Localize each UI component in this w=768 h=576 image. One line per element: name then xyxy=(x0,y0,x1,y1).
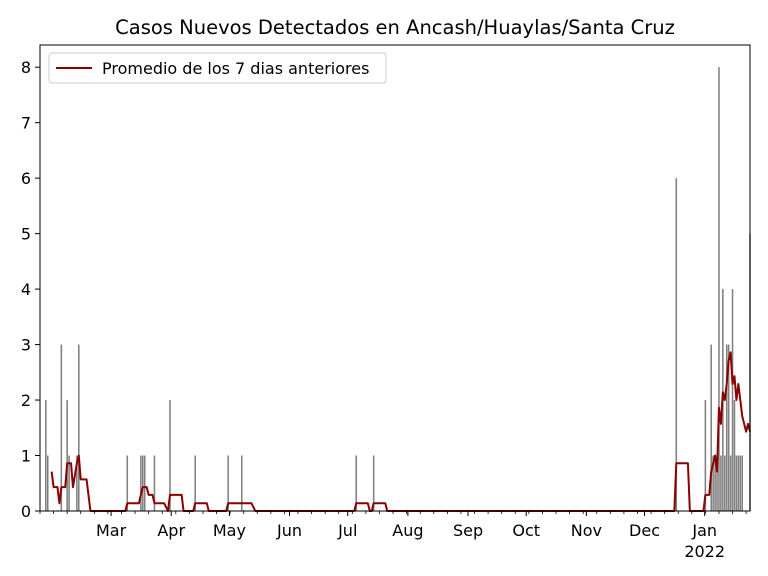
bar xyxy=(735,455,738,511)
bar xyxy=(675,178,678,511)
bar xyxy=(731,289,734,511)
bar xyxy=(78,344,80,511)
bar xyxy=(142,455,144,511)
y-tick-label: 1 xyxy=(21,447,31,466)
bar xyxy=(140,455,142,511)
legend: Promedio de los 7 dias anteriores xyxy=(48,52,387,84)
bar xyxy=(126,455,129,511)
bar xyxy=(355,455,357,511)
x-tick-label: Aug xyxy=(392,521,423,540)
bar xyxy=(716,455,718,511)
bar xyxy=(68,455,70,511)
bar xyxy=(704,400,707,511)
bar xyxy=(712,455,714,511)
bar xyxy=(727,344,730,511)
y-tick-label: 5 xyxy=(21,225,31,244)
x-tick-label: Jun xyxy=(276,521,302,540)
bar xyxy=(733,400,736,511)
bar xyxy=(725,344,728,511)
x-tick-label: May xyxy=(213,521,246,540)
bar xyxy=(739,455,742,511)
legend-box xyxy=(48,52,387,84)
bar xyxy=(741,455,744,511)
bar xyxy=(710,344,712,511)
x-tick-label: Mar xyxy=(96,521,127,540)
x-year-label: 2022 xyxy=(684,542,725,561)
bar xyxy=(194,455,196,511)
x-tick-label: Sep xyxy=(453,521,483,540)
x-tick-label: Oct xyxy=(512,521,540,540)
y-tick-label: 6 xyxy=(21,169,31,188)
bar xyxy=(729,455,732,511)
plot-frame xyxy=(39,44,751,512)
y-tick-label: 8 xyxy=(21,58,31,77)
bar xyxy=(46,455,49,511)
bar xyxy=(720,455,722,511)
x-tick-label: Dec xyxy=(629,521,660,540)
bar xyxy=(153,455,156,511)
bar xyxy=(227,455,229,511)
y-tick-label: 2 xyxy=(21,391,31,410)
bar xyxy=(372,455,375,511)
bar xyxy=(724,455,726,511)
bar xyxy=(76,455,78,511)
x-axis: Mar Apr May Jun Jul Aug Sep Oct Nov Dec Jan 2022 xyxy=(39,511,747,561)
bar xyxy=(45,400,47,511)
bar xyxy=(169,400,171,511)
chart-title: Casos Nuevos Detectados en Ancash/Huayla… xyxy=(115,16,675,39)
bar xyxy=(718,67,720,511)
bar xyxy=(240,455,243,511)
x-tick-label: Jan xyxy=(691,521,717,540)
bar xyxy=(66,400,68,511)
y-axis: 0 1 2 3 4 5 6 7 8 xyxy=(21,58,40,521)
bar xyxy=(60,344,63,511)
x-tick-label: Jul xyxy=(337,521,357,540)
legend-label: Promedio de los 7 dias anteriores xyxy=(102,59,369,78)
x-tick-label: Nov xyxy=(571,521,602,540)
y-tick-label: 3 xyxy=(21,336,31,355)
y-tick-label: 7 xyxy=(21,114,31,133)
y-tick-label: 4 xyxy=(21,280,31,299)
bar xyxy=(143,455,146,511)
y-tick-label: 0 xyxy=(21,502,31,521)
bar xyxy=(714,455,716,511)
bar xyxy=(737,455,740,511)
x-tick-label: Apr xyxy=(157,521,185,540)
